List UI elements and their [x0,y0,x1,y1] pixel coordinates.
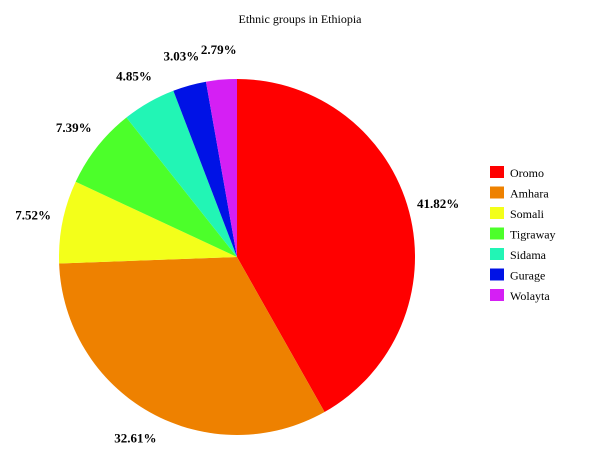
pie-data-labels: 41.82% 32.61% 7.52% 7.39% 4.85% 3.03% 2.79% [15,42,459,446]
data-label-gurage: 3.03% [164,49,200,64]
data-label-amhara: 32.61% [114,431,156,446]
chart-title: Ethnic groups in Ethiopia [239,12,363,26]
pie-slice-oromo [237,79,415,412]
pie-slice-amhara [59,257,325,435]
legend-label-oromo: Oromo [510,166,544,180]
data-label-tigraway: 7.39% [56,120,92,135]
legend-label-tigraway: Tigraway [510,228,556,242]
pie-slices [59,79,415,435]
data-label-somali: 7.52% [15,208,51,223]
legend-label-gurage: Gurage [510,269,545,283]
legend-swatch-sidama [490,248,504,260]
legend-swatch-amhara [490,186,504,199]
data-label-wolayta: 2.79% [201,42,237,57]
legend-label-somali: Somali [510,207,545,221]
legend-swatch-wolayta [490,289,504,301]
pie-slice-wolayta [205,79,237,257]
pie-slice-gurage [173,81,237,257]
data-label-sidama: 4.85% [116,68,152,83]
legend-label-sidama: Sidama [510,248,547,262]
legend-swatch-oromo [490,166,504,178]
pie-slice-sidama [126,90,237,258]
legend: Oromo Amhara Somali Tigraway Sidama Gurage Wol… [490,166,556,303]
legend-label-amhara: Amhara [510,187,549,201]
pie-slice-somali [59,181,238,264]
data-label-oromo: 41.82% [417,196,459,211]
legend-swatch-gurage [490,268,504,281]
legend-label-wolayta: Wolayta [510,289,550,303]
legend-swatch-somali [490,207,504,219]
pie-slice-tigraway [75,117,238,257]
legend-swatch-tigraway [490,227,504,240]
